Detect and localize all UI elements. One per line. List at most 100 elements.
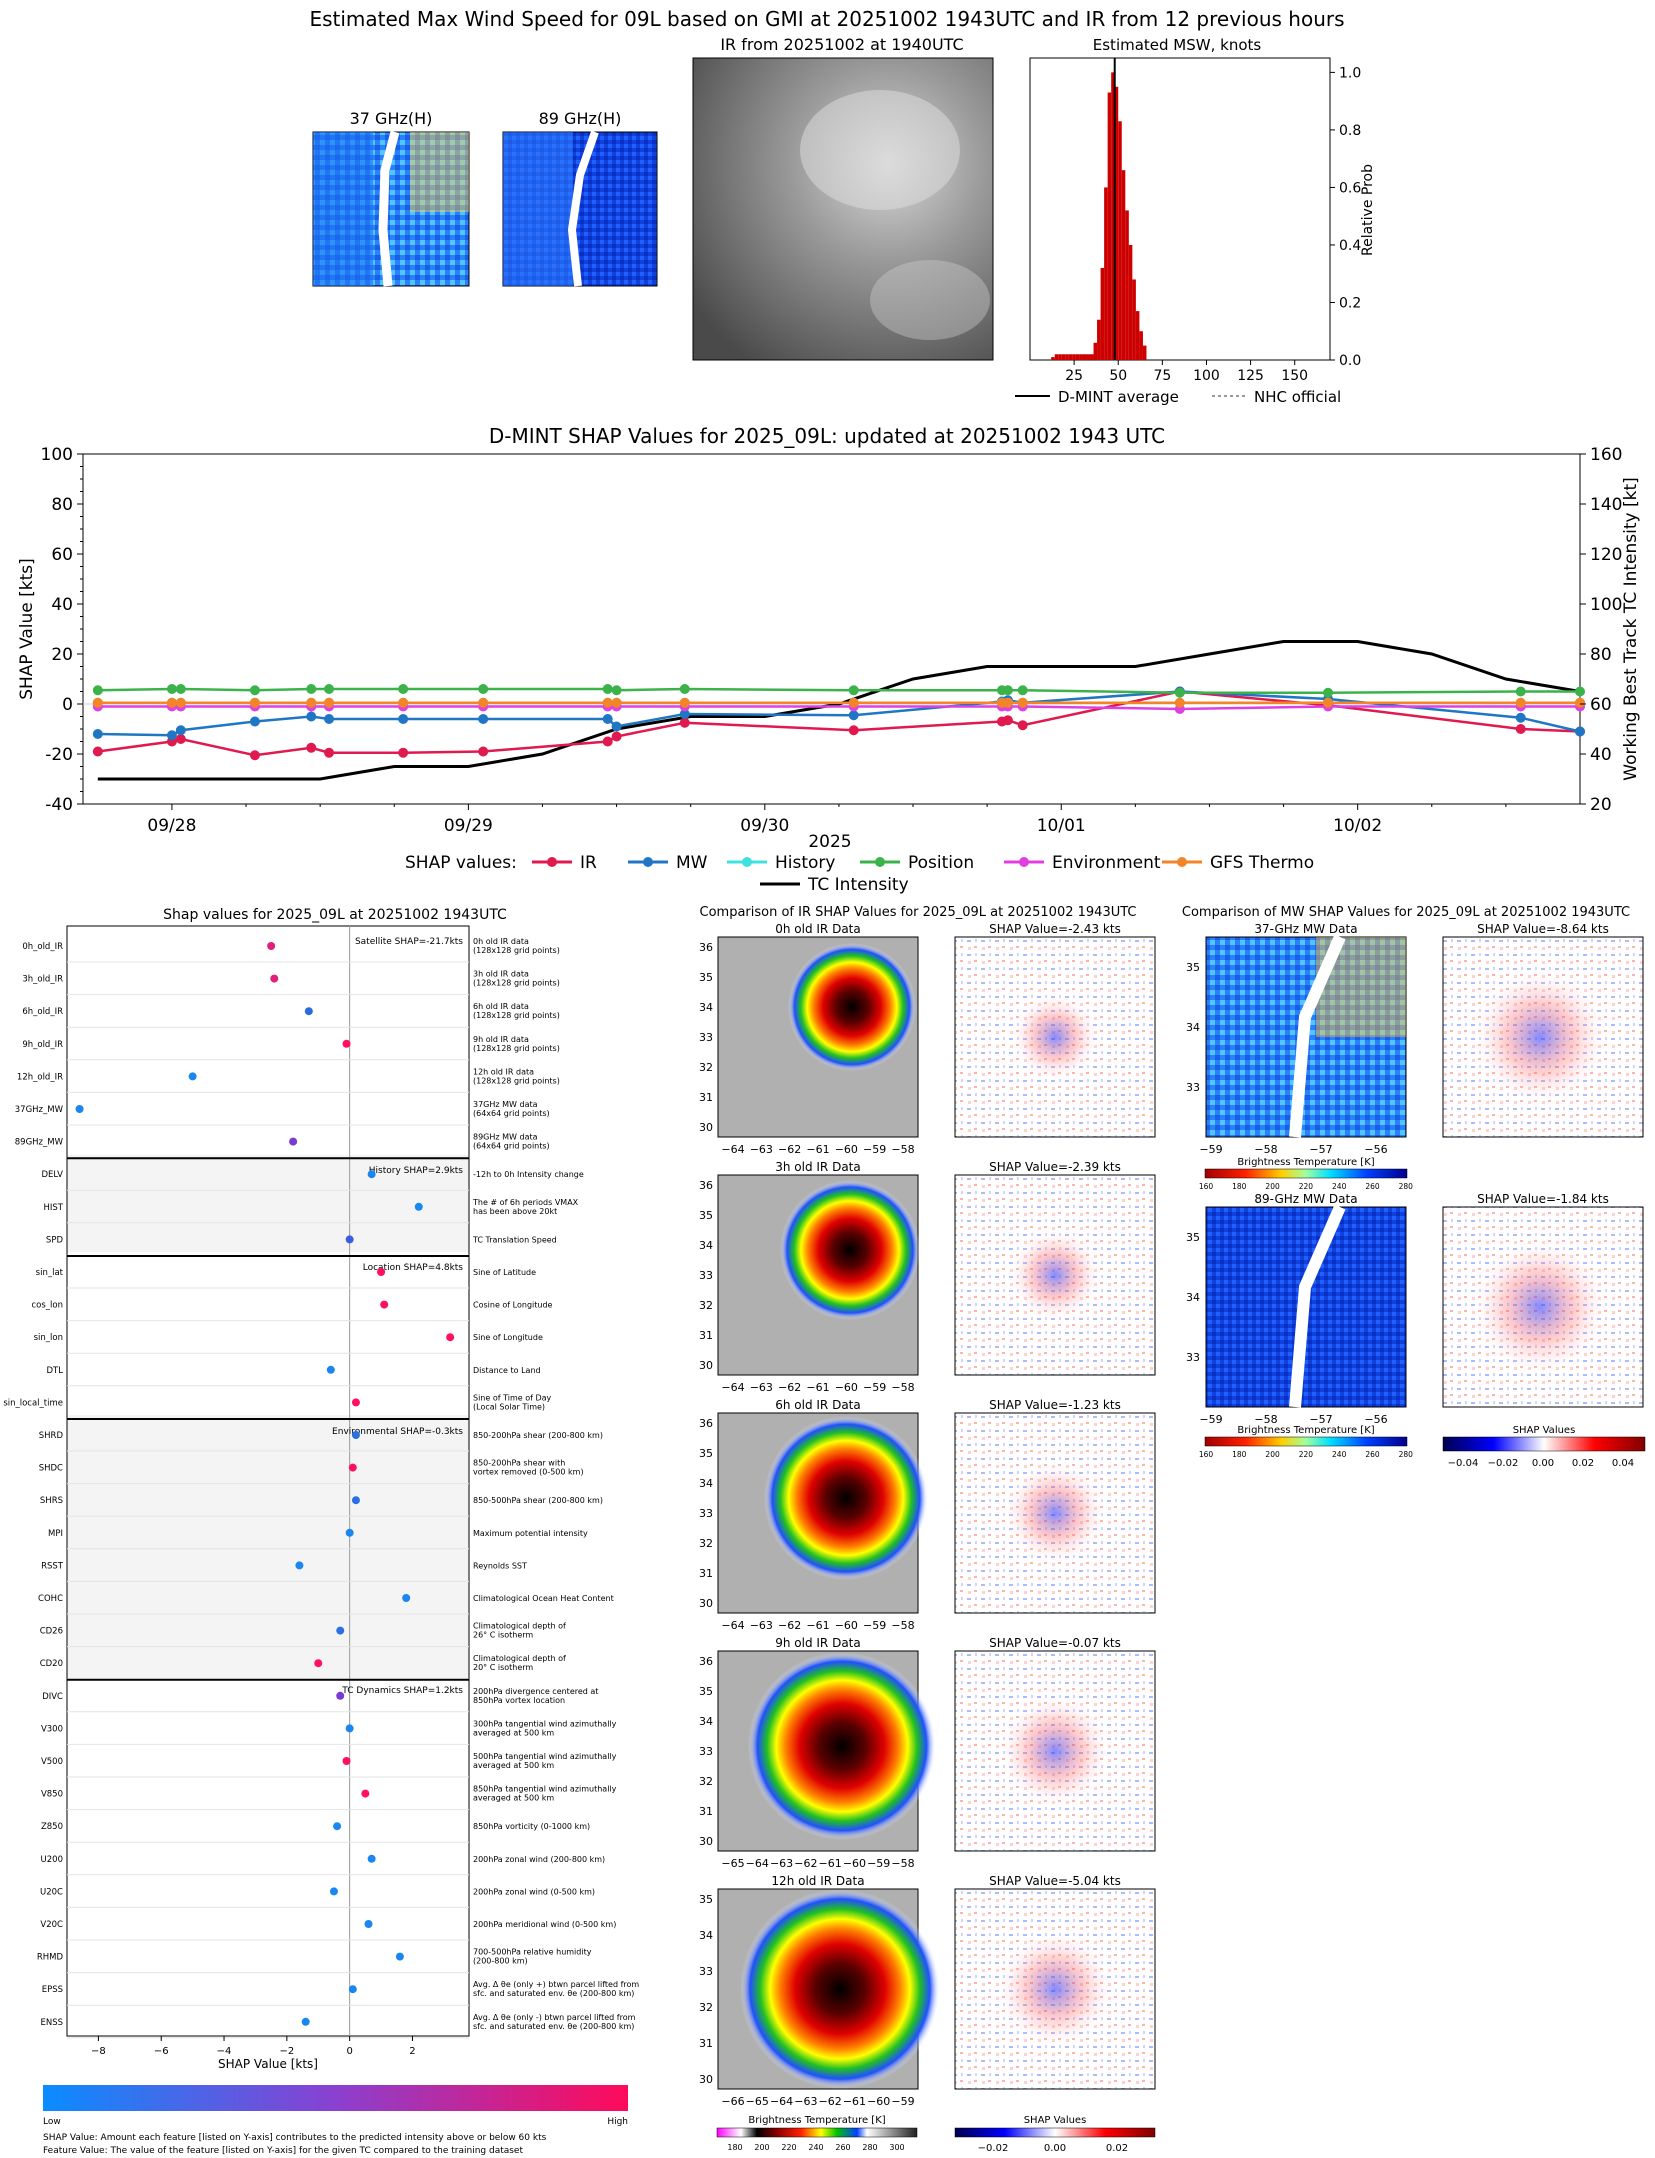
- mw-xtick: −56: [1364, 1413, 1387, 1426]
- ir-ytick: 32: [699, 1061, 713, 1074]
- ir-shap-colorbar-tick: 0.00: [1044, 2143, 1066, 2154]
- ts-ytick-right: 100: [1590, 595, 1622, 615]
- legend-label-environment: Environment: [1052, 853, 1161, 873]
- feature-description: Distance to Land: [473, 1366, 541, 1375]
- mw-colorbar-tick: 260: [1365, 1182, 1380, 1191]
- feature-label: V850: [41, 1790, 63, 1800]
- series-point-ir: [1515, 724, 1526, 734]
- ts-ytick-left: 60: [51, 545, 73, 565]
- ir-ytick: 30: [699, 1597, 713, 1610]
- group-shap-label: Satellite SHAP=-21.7kts: [355, 937, 463, 947]
- ir-ytick: 35: [699, 971, 713, 984]
- feature-description: Sine of Longitude: [473, 1333, 543, 1342]
- series-point-mw: [602, 714, 613, 724]
- feature-shap-point: [351, 1431, 360, 1439]
- ir-panel: IR from 20251002 at 1940UTC: [692, 35, 994, 361]
- msw-bar: [1051, 357, 1055, 360]
- ir-ytick: 35: [699, 1209, 713, 1222]
- ir-xtick: −58: [891, 1143, 914, 1156]
- feature-description: (128x128 grid points): [473, 1044, 560, 1053]
- series-point-ir: [175, 734, 186, 744]
- feature-description: Climatological Ocean Heat Content: [473, 1594, 614, 1603]
- feature-shap-point: [367, 1854, 376, 1863]
- ts-ytick-left: -20: [45, 745, 73, 765]
- series-point-ir: [249, 750, 260, 761]
- series-point-mw: [166, 730, 177, 741]
- mw-row: 89-GHz MW Data 35 34 33 −59 −58 −57 −56 SHAP Val…: [1186, 1192, 1644, 1426]
- mw-shap-colorbar-tick: 0.04: [1612, 1458, 1634, 1469]
- mw-colorbar-label-2: Brightness Temperature [K]: [1237, 1425, 1374, 1436]
- legend-marker-environment: [1019, 857, 1029, 867]
- shap-feature-plot: Shap values for 2025_09L at 20251002 194…: [3, 907, 639, 2156]
- ts-xtick: 10/01: [1037, 816, 1086, 836]
- ir-xtick: −65: [721, 1857, 744, 1870]
- series-point-gfs-thermo: [1323, 697, 1334, 708]
- msw-xtick: 100: [1193, 368, 1220, 384]
- series-point-mw: [324, 714, 335, 724]
- msw-bar: [1065, 354, 1069, 360]
- feature-label: 12h_old_IR: [17, 1072, 63, 1082]
- ir-xtick: −60: [843, 1857, 866, 1870]
- group-shap-label: TC Dynamics SHAP=1.2kts: [341, 1686, 463, 1696]
- group-shap-label: History SHAP=2.9kts: [369, 1166, 464, 1176]
- feature-description: The # of 6h periods VMAX: [472, 1198, 579, 1207]
- feature-shap-point: [402, 1594, 411, 1602]
- msw-ytick: 1.0: [1339, 65, 1361, 81]
- msw-bar: [1100, 267, 1105, 360]
- shap-footnote-1: SHAP Value: Amount each feature [listed …: [43, 2133, 547, 2143]
- ir-shap-title: SHAP Value=-5.04 kts: [989, 1874, 1121, 1888]
- ir-xtick: −66: [721, 2095, 744, 2108]
- feature-shap-point: [333, 1822, 342, 1831]
- series-point-position: [478, 684, 489, 694]
- feature-description: 300hPa tangential wind azimuthally: [473, 1719, 617, 1728]
- series-point-position: [611, 685, 622, 696]
- feature-shap-point: [395, 1952, 404, 1961]
- feature-description: 200hPa meridional wind (0-500 km): [473, 1920, 616, 1929]
- ir-shap-title: SHAP Value=-1.23 kts: [989, 1398, 1121, 1412]
- series-point-position: [324, 684, 335, 694]
- feature-label: 6h_old_IR: [22, 1007, 63, 1017]
- mw-compare-title: Comparison of MW SHAP Values for 2025_09…: [1182, 905, 1630, 920]
- ts-ytick-right: 60: [1590, 695, 1612, 715]
- feature-label: 3h_old_IR: [22, 975, 63, 985]
- series-point-position: [1575, 686, 1585, 697]
- series-point-gfs-thermo: [1002, 697, 1013, 708]
- series-point-gfs-thermo: [175, 697, 186, 708]
- msw-xtick: 125: [1237, 368, 1264, 384]
- series-point-mw: [1575, 726, 1585, 737]
- ts-ytick-right: 20: [1590, 795, 1612, 815]
- msw-bar: [1058, 354, 1062, 360]
- msw-ytick: 0.8: [1339, 123, 1361, 139]
- mw-xtick: −56: [1364, 1143, 1387, 1156]
- ir-xtick: −63: [750, 1381, 773, 1394]
- ir-xtick: −65: [746, 2095, 769, 2108]
- ts-ytick-right: 160: [1590, 445, 1622, 465]
- feature-label: U20C: [40, 1887, 63, 1897]
- ir-ytick: 35: [699, 1685, 713, 1698]
- feature-description: 850-500hPa shear (200-800 km): [473, 1496, 603, 1505]
- msw-legend-nhc: NHC official: [1254, 388, 1341, 406]
- feature-shap-point: [367, 1170, 376, 1179]
- mw-colorbar-tick: 200: [1265, 1450, 1280, 1459]
- msw-ylabel: Relative Prob: [1360, 164, 1376, 256]
- feature-description: sfc. and saturated env. θe (200-800 km): [473, 2022, 634, 2031]
- feature-description: Avg. Δ θe (only -) btwn parcel lifted fr…: [473, 2013, 636, 2022]
- ir-xtick: −63: [750, 1619, 773, 1632]
- msw-bar: [1068, 354, 1073, 360]
- mw-colorbar-tick: 200: [1265, 1182, 1280, 1191]
- feature-description: averaged at 500 km: [473, 1761, 554, 1770]
- ir-ytick: 34: [699, 1239, 713, 1252]
- ts-ytick-right: 140: [1590, 495, 1622, 515]
- msw-bar: [1061, 354, 1066, 360]
- ir-xtick: −63: [750, 1143, 773, 1156]
- feature-description: averaged at 500 km: [473, 1728, 554, 1737]
- ir-storm-core: [740, 1889, 940, 2089]
- msw-bar: [1082, 354, 1087, 360]
- msw-ytick: 0.0: [1339, 353, 1361, 369]
- feature-label: 9h_old_IR: [22, 1040, 63, 1050]
- series-point-mw: [175, 725, 186, 736]
- series-point-gfs-thermo: [611, 697, 622, 708]
- ir-xtick: −61: [806, 1143, 829, 1156]
- ir-xtick: −61: [806, 1619, 829, 1632]
